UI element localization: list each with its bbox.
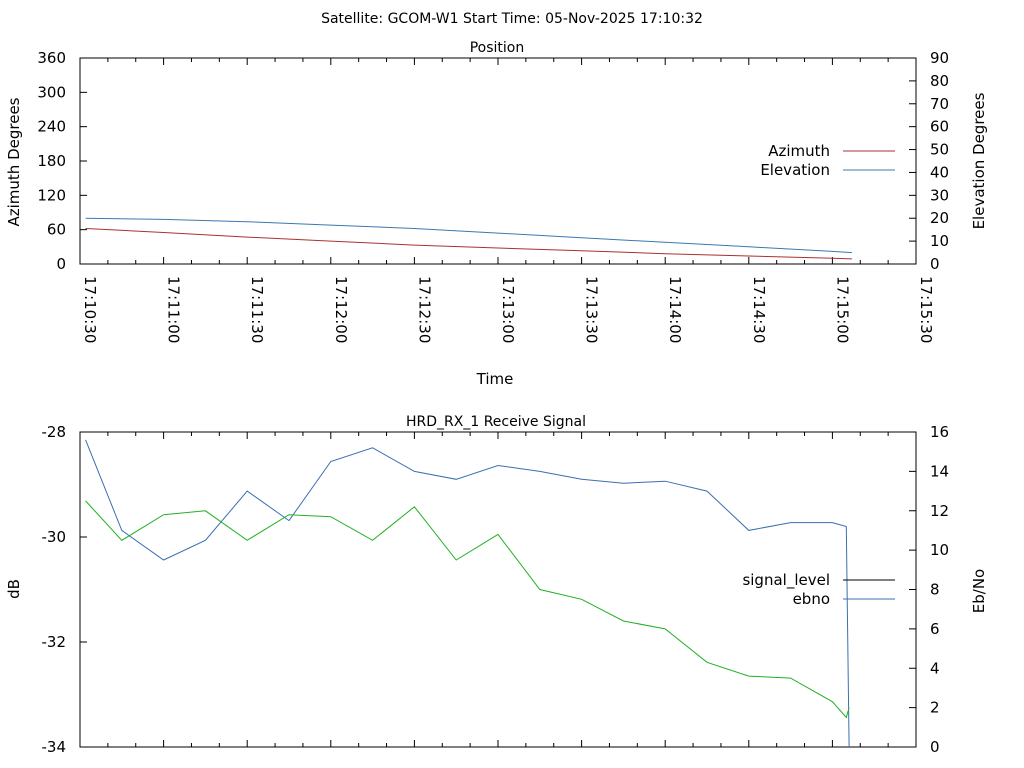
y-tick-label: -32 <box>42 633 67 651</box>
signal-y2-axis-label: Eb/No <box>970 569 988 613</box>
y2-tick-label: 70 <box>930 95 949 113</box>
position-x-axis-label: Time <box>476 370 514 388</box>
y2-tick-label: 80 <box>930 72 949 90</box>
x-tick-label: 17:10:30 <box>81 276 99 343</box>
y-tick-label: -30 <box>42 528 67 546</box>
position-chart: Position Azimuth Degrees Elevation Degre… <box>5 40 988 388</box>
y2-tick-label: 14 <box>930 462 949 480</box>
y-tick-label: 120 <box>37 186 66 204</box>
y2-tick-label: 90 <box>930 49 949 67</box>
position-y-axis-label: Azimuth Degrees <box>5 97 23 226</box>
x-tick-label: 17:11:30 <box>248 276 266 343</box>
y-tick-label: 0 <box>56 255 66 273</box>
signal-plot-frame <box>79 431 917 748</box>
y-tick-label: 180 <box>37 152 66 170</box>
x-tick-label: 17:14:00 <box>666 276 684 343</box>
series-azimuth-line <box>85 228 852 260</box>
y2-tick-label: 60 <box>930 118 949 136</box>
legend-elevation-label: Elevation <box>760 161 830 179</box>
series-ebno-line <box>85 439 850 748</box>
y-tick-label: 300 <box>37 83 66 101</box>
y2-tick-label: 16 <box>930 423 949 441</box>
signal-chart-title: HRD_RX_1 Receive Signal <box>406 414 586 430</box>
y-tick-label: 360 <box>37 49 66 67</box>
position-series <box>85 217 852 260</box>
y2-tick-label: 10 <box>930 541 949 559</box>
y2-tick-label: 2 <box>930 699 940 717</box>
y2-tick-label: 10 <box>930 232 949 250</box>
x-tick-label: 17:12:00 <box>332 276 350 343</box>
x-tick-label: 17:13:00 <box>499 276 517 343</box>
x-tick-label: 17:13:30 <box>583 276 601 343</box>
signal-axes: -28 -30 -32 -34 0 2 4 6 8 10 12 14 16 <box>42 423 950 756</box>
x-tick-label: 17:15:00 <box>833 276 851 343</box>
signal-chart: HRD_RX_1 Receive Signal dB Eb/No -28-30-… <box>5 414 988 756</box>
y2-tick-label: 6 <box>930 620 940 638</box>
x-tick-label: 17:12:30 <box>415 276 433 343</box>
y2-tick-label: 0 <box>930 255 940 273</box>
y2-tick-label: 4 <box>930 659 940 677</box>
y2-tick-label: 20 <box>930 209 949 227</box>
y-tick-label: -34 <box>42 738 67 756</box>
signal-y-axis-label: dB <box>5 579 23 599</box>
y2-tick-label: 12 <box>930 502 949 520</box>
y2-tick-label: 30 <box>930 186 949 204</box>
signal-series <box>85 439 850 748</box>
legend-azimuth-label: Azimuth <box>768 142 830 160</box>
y-tick-label: 240 <box>37 118 66 136</box>
position-y2-axis-label: Elevation Degrees <box>970 92 988 229</box>
figure-title: Satellite: GCOM-W1 Start Time: 05-Nov-20… <box>321 11 703 27</box>
y2-tick-label: 40 <box>930 163 949 181</box>
position-chart-title: Position <box>470 40 525 56</box>
legend-ebno-label: ebno <box>793 590 830 608</box>
y2-tick-label: 0 <box>930 738 940 756</box>
y-tick-label: -28 <box>42 423 67 441</box>
position-legend: Azimuth Elevation <box>760 142 895 179</box>
legend-signal-level-label: signal_level <box>742 571 830 590</box>
x-tick-label: 17:11:00 <box>165 276 183 343</box>
signal-legend: signal_level ebno <box>742 571 895 608</box>
x-tick-label: 17:14:30 <box>750 276 768 343</box>
y2-tick-label: 8 <box>930 581 940 599</box>
x-tick-label: 17:15:30 <box>917 276 935 343</box>
series-signal-trace-line <box>85 500 850 719</box>
position-axes: 17:10:30 17:11:00 17:11:30 17:12:00 17:12:30… <box>37 49 949 343</box>
y2-tick-label: 50 <box>930 141 949 159</box>
y-tick-label: 60 <box>47 221 66 239</box>
series-elevation-line <box>85 217 852 254</box>
